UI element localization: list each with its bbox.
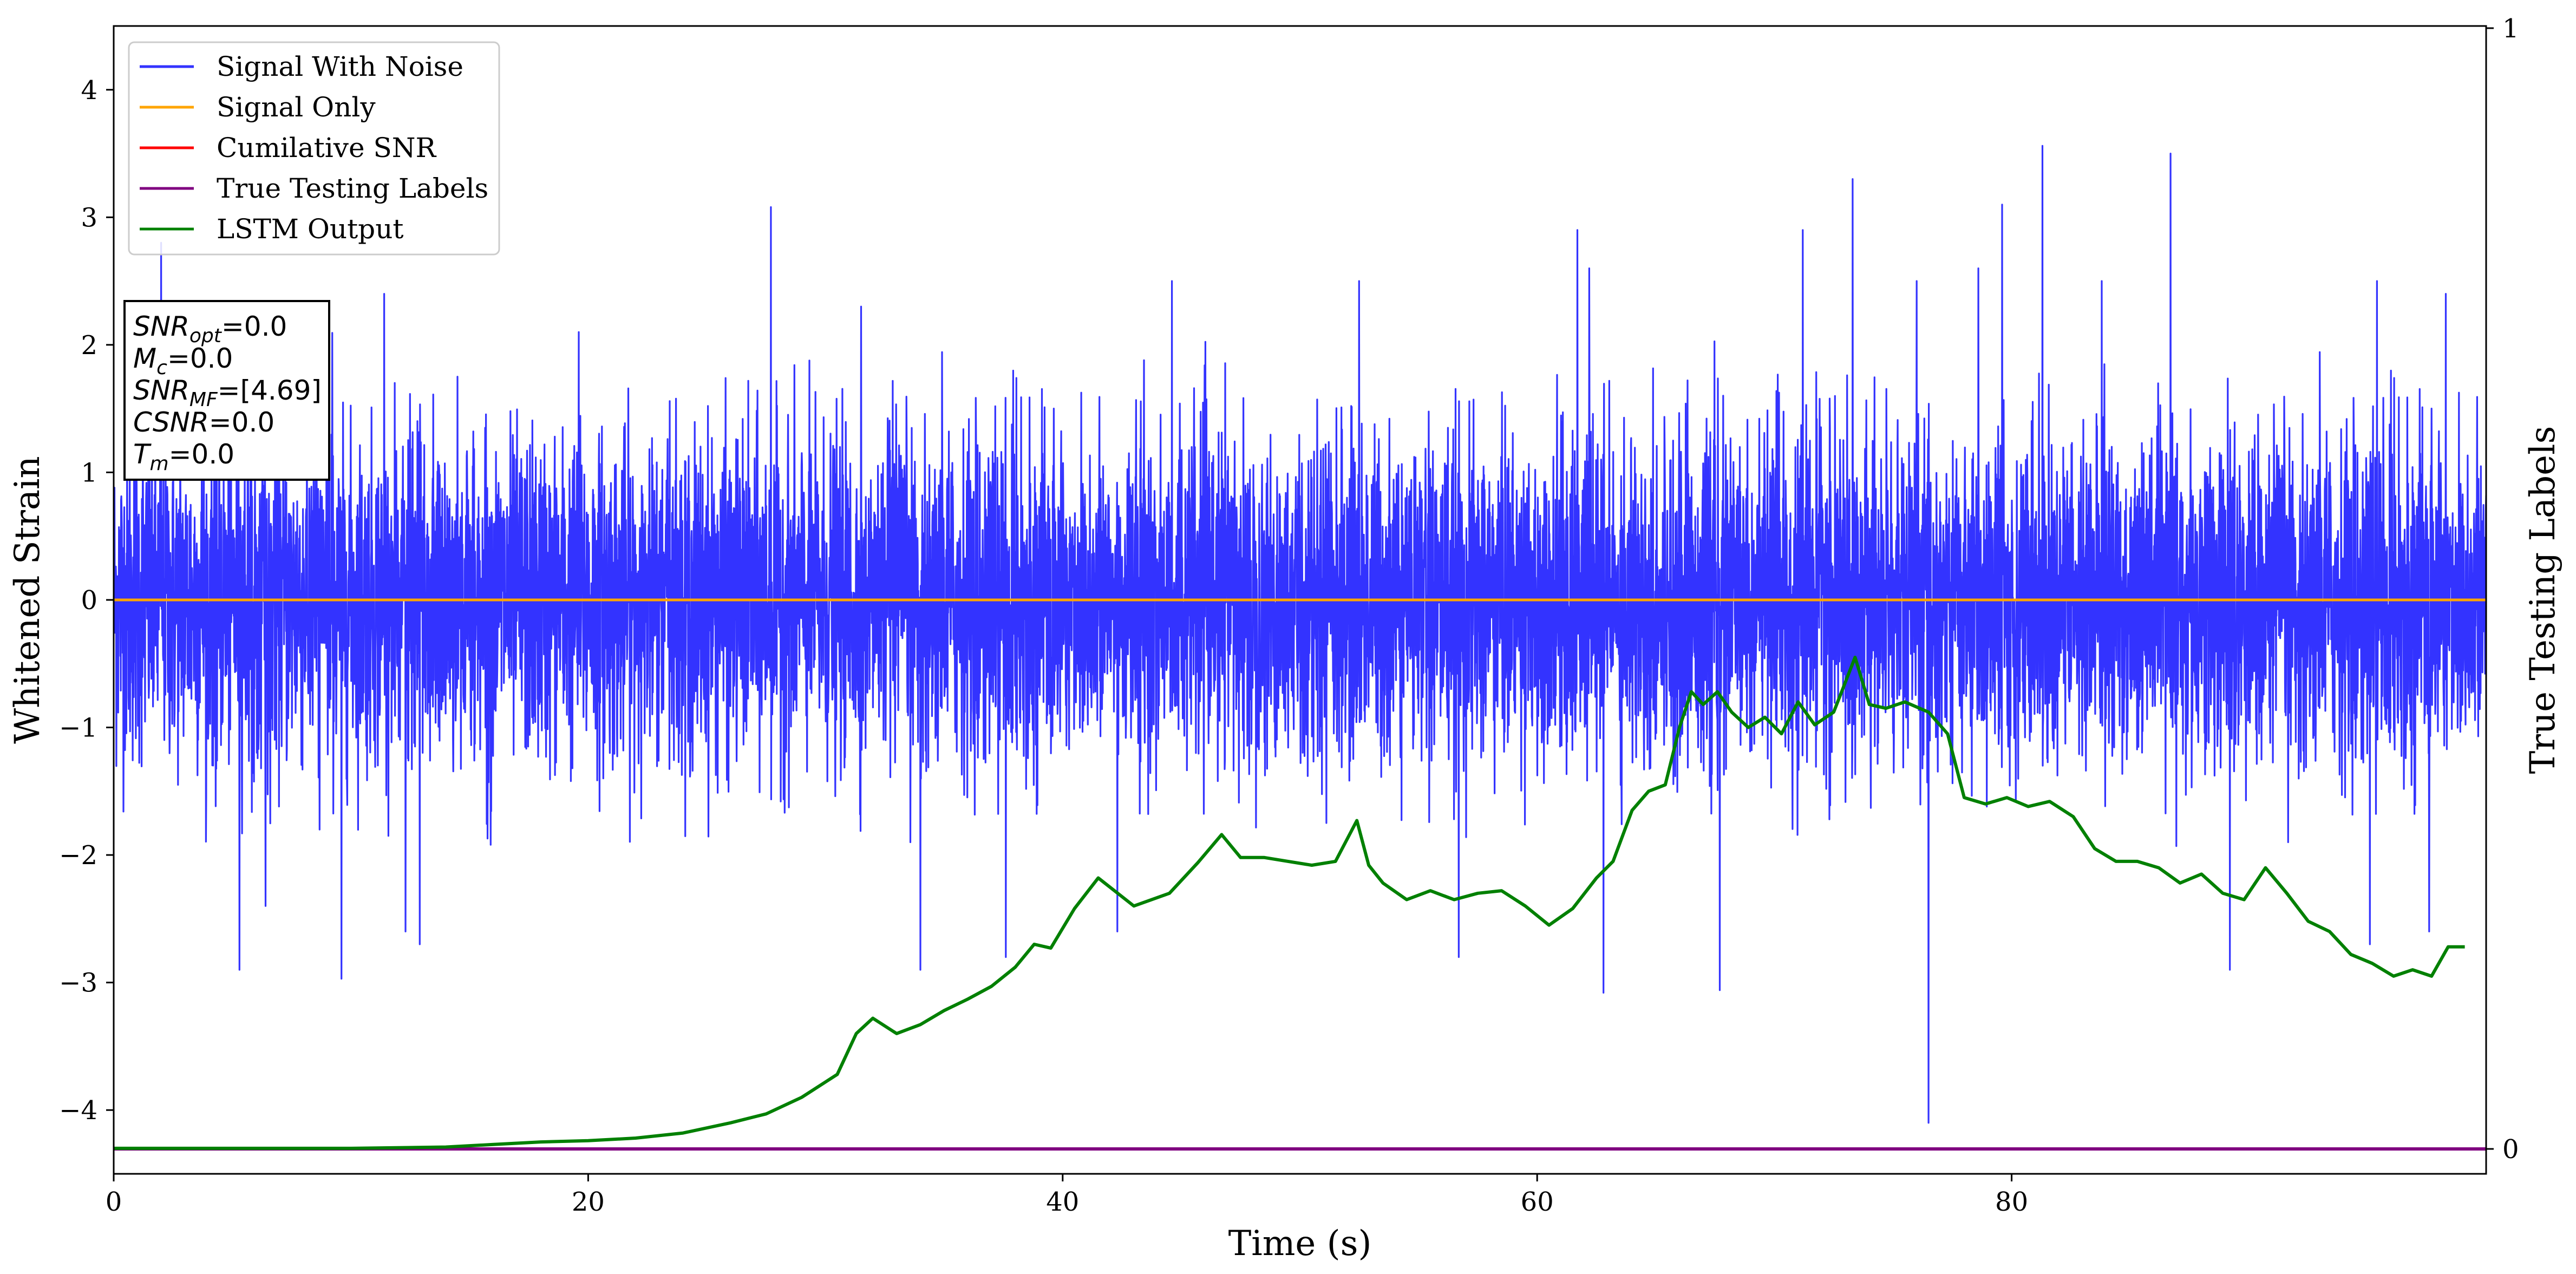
legend-label: Signal With Noise [217,51,463,82]
y-tick-label: −1 [59,713,97,743]
annotation-line: Tm=0.0 [133,439,234,475]
legend: Signal With Noise Signal Only Cumilative S… [128,41,500,256]
series-lstm-output [114,656,2465,1150]
x-axis-title: Time (s) [1228,1224,1372,1264]
y-axis-title: Whitened Strain [8,456,48,743]
legend-label: Cumilative SNR [217,132,436,164]
x-tick-label: 40 [1046,1187,1079,1217]
annotation-line: CSNR=0.0 [133,407,274,438]
legend-label: LSTM Output [217,213,403,245]
legend-label: Signal Only [217,92,376,123]
x-tick-label: 0 [106,1187,122,1217]
y2-tick-label: 0 [2502,1134,2519,1165]
annotation-line: SNRMF=[4.69] [133,375,322,411]
annotation-box: SNRopt=0.0Mc=0.0SNRMF=[4.69]CSNR=0.0Tm=0… [123,300,330,481]
y-tick-label: −3 [59,968,97,998]
x-tick-label: 20 [572,1187,605,1217]
y-tick-label: 3 [81,202,97,233]
y-tick-label: 4 [81,75,97,106]
y2-tick-label: 1 [2502,14,2519,44]
x-tick-label: 80 [1995,1187,2028,1217]
legend-label: True Testing Labels [217,173,488,204]
y2-axis-title: True Testing Labels [2523,426,2563,774]
y-tick-label: 0 [81,585,97,616]
y-tick-label: −4 [59,1095,97,1126]
annotation-frame [123,300,330,481]
x-tick-label: 60 [1521,1187,1554,1217]
y-tick-label: −2 [59,840,97,871]
series-signal-with-noise [114,145,2486,1124]
plot-area [114,145,2486,1151]
y-tick-label: 2 [81,330,97,361]
legend-box [128,41,500,256]
y-tick-label: 1 [81,458,97,488]
annotation-line: SNRopt=0.0 [133,311,287,347]
annotation-line: Mc=0.0 [133,343,233,379]
